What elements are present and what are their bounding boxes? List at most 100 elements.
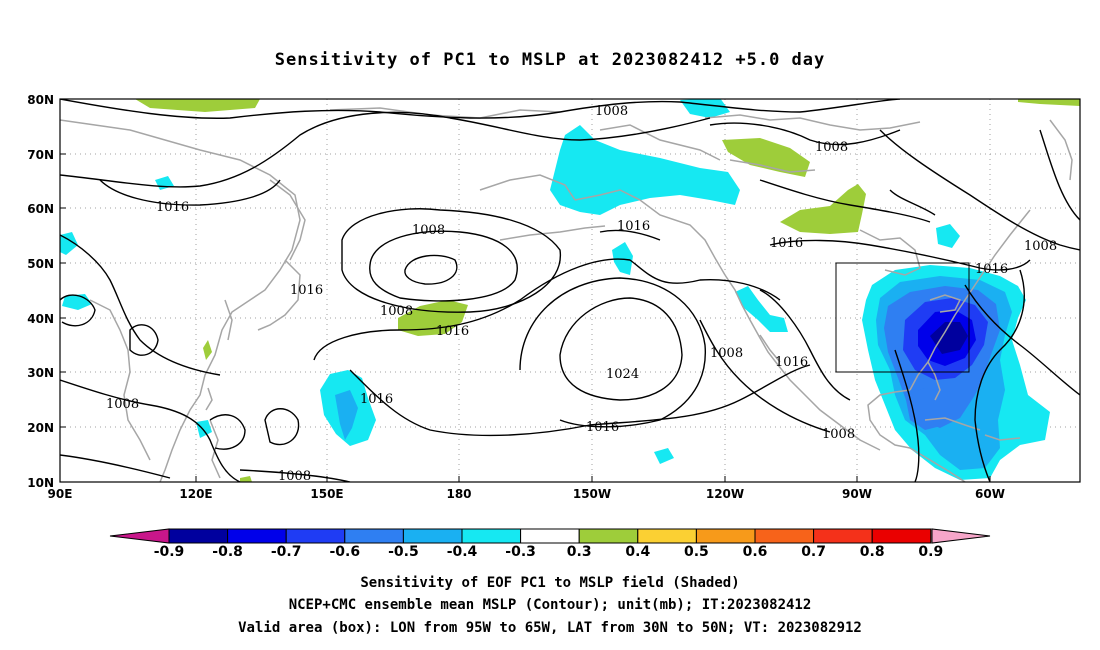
contour-1016-siberia (99, 179, 281, 206)
shade-green-canada (780, 184, 866, 234)
coast-kamchatka (269, 179, 306, 261)
contour-wp-tight (209, 414, 246, 450)
coast-japan (257, 259, 301, 331)
contour-north-1008 (60, 99, 901, 119)
shade-cyan-siberia (155, 176, 174, 190)
coast-islands-arctic (729, 159, 816, 173)
coast-great-lakes (929, 294, 962, 313)
colorbar-label: 0.9 (918, 544, 943, 560)
coast-alaska (574, 189, 726, 276)
contour-label: 1016 (290, 283, 323, 298)
shade-cyan-wp-small (196, 420, 212, 438)
lon-label-150e: 150E (310, 487, 343, 501)
contour-1008-low-mid (369, 230, 518, 302)
lat-label-40n: 40N (27, 312, 54, 326)
shade-cyan-hudson (936, 224, 960, 248)
contour-label-group: 1008 1008 1008 1008 1008 1008 1008 1008 … (106, 104, 1057, 484)
lon-label-150w: 150W (573, 487, 611, 501)
contour-label: 1016 (436, 324, 469, 339)
contour-label: 1016 (770, 236, 803, 251)
contour-1008-ne (879, 129, 1080, 251)
contour-alaska-1016 (599, 229, 661, 241)
colorbar-label: 0.8 (860, 544, 885, 560)
lon-label-60w: 60W (975, 487, 1005, 501)
shade-blue-us-090 (930, 322, 968, 354)
lon-label-120e: 120E (179, 487, 212, 501)
contour-label: 1008 (380, 304, 413, 319)
colorbar-boxes (168, 528, 932, 544)
colorbar-box (168, 528, 229, 544)
contour-1016-mid-pacific (313, 258, 781, 361)
colorbar-label: -0.7 (271, 544, 302, 560)
colorbar-high-triangle (931, 528, 991, 544)
contour-label: 1008 (710, 346, 743, 361)
lat-label-60n: 60N (27, 202, 54, 216)
lat-label-20n: 20N (27, 421, 54, 435)
coast-florida (927, 361, 941, 401)
lat-label-70n: 70N (27, 148, 54, 162)
coast-alaska-north (599, 124, 721, 161)
colorbar-label: 0.4 (625, 544, 650, 560)
shade-blue-wp (335, 390, 358, 440)
coast-na-east (909, 209, 1031, 391)
colorbar-label: -0.6 (329, 544, 360, 560)
lon-label-180: 180 (446, 487, 471, 501)
colorbar-label: 0.6 (743, 544, 768, 560)
contour-1008-low-outer (341, 208, 561, 313)
caption-line-3: Valid area (box): LON from 95W to 65W, L… (238, 620, 862, 636)
contour-label: 1016 (975, 262, 1008, 277)
contour-1016-south (60, 364, 811, 479)
coast-gulf (867, 389, 911, 449)
contour-1016-high-outer (519, 277, 706, 428)
colorbar-box (578, 528, 639, 544)
contour-south-1008 (239, 469, 351, 482)
colorbar: -0.9 -0.8 -0.7 -0.6 -0.5 -0.4 -0.3 0.3 0.4 0.5 0.6… (109, 528, 991, 560)
colorbar-box (813, 528, 873, 544)
coast-central-am (909, 447, 966, 482)
contour-label: 1008 (278, 469, 311, 484)
colorbar-label: 0.5 (684, 544, 709, 560)
colorbar-low-triangle (109, 528, 170, 544)
colorbar-labels: -0.9 -0.8 -0.7 -0.6 -0.5 -0.4 -0.3 0.3 0.4 0.5 0.6… (154, 544, 944, 560)
contour-label: 1008 (412, 223, 445, 238)
lon-labels: 90E 120E 150E 180 150W 120W 90W 60W (48, 487, 1005, 501)
colorbar-label: -0.9 (154, 544, 185, 560)
coast-cuba (924, 417, 981, 431)
contour-label: 1016 (360, 392, 393, 407)
coast-taiwan (205, 387, 213, 411)
contour-sw-loop (60, 294, 96, 327)
contour-1016-us-west (759, 289, 851, 401)
colorbar-label: -0.4 (447, 544, 478, 560)
valid-area-box (835, 262, 970, 373)
colorbar-label: -0.5 (388, 544, 419, 560)
coast-na-west (724, 274, 881, 451)
coast-korea (224, 299, 233, 341)
contour-1008-east-pacific (699, 319, 831, 433)
colorbar-label: -0.8 (212, 544, 243, 560)
lon-label-120w: 120W (706, 487, 744, 501)
contour-label: 1016 (156, 200, 189, 215)
contour-atlantic-1016 (974, 269, 1025, 482)
colorbar-box (754, 528, 815, 544)
axis-ticks (60, 98, 991, 482)
colorbar-label: 0.7 (801, 544, 826, 560)
shade-cyan-arctic-alaska (680, 99, 730, 118)
colorbar-box (637, 528, 697, 544)
colorbar-box (285, 528, 346, 544)
shade-green-asia-small (203, 340, 212, 360)
contour-far-east (1039, 129, 1080, 221)
caption-line-2: NCEP+CMC ensemble mean MSLP (Contour); u… (288, 597, 812, 613)
contour-wp-1008 (60, 379, 241, 482)
contour-canada-loop (889, 189, 936, 216)
lat-labels: 80N 70N 60N 50N 40N 30N 20N 10N (27, 93, 54, 490)
contour-label: 1016 (775, 355, 808, 370)
coast-chukotka (479, 174, 576, 201)
contour-wp-loop (264, 408, 300, 446)
contour-1016-canada-east (769, 239, 1031, 271)
contour-1008-low-inner (404, 254, 458, 285)
contour-1008-nw-loop (709, 122, 901, 146)
contour-1024-high (559, 297, 683, 401)
colorbar-label: -0.3 (505, 544, 536, 560)
colorbar-box (402, 528, 463, 544)
